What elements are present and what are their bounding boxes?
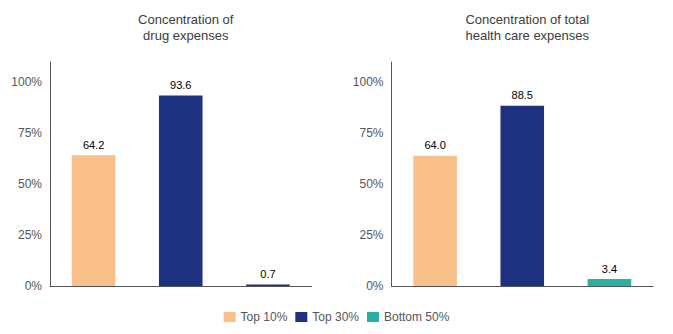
svg-text:25%: 25% xyxy=(18,228,42,242)
svg-text:50%: 50% xyxy=(359,177,383,191)
svg-text:0.7: 0.7 xyxy=(260,268,275,280)
svg-text:Top 30%: Top 30% xyxy=(312,310,359,324)
svg-text:64.2: 64.2 xyxy=(83,139,104,151)
svg-text:Concentration of: Concentration of xyxy=(138,12,234,27)
svg-text:88.5: 88.5 xyxy=(512,89,533,101)
svg-text:3.4: 3.4 xyxy=(602,263,617,275)
svg-text:Bottom 50%: Bottom 50% xyxy=(384,310,450,324)
svg-text:25%: 25% xyxy=(359,228,383,242)
svg-text:0%: 0% xyxy=(25,279,43,293)
svg-text:Top 10%: Top 10% xyxy=(241,310,288,324)
svg-text:50%: 50% xyxy=(18,177,42,191)
svg-text:100%: 100% xyxy=(353,75,384,89)
svg-text:100%: 100% xyxy=(11,75,42,89)
svg-text:75%: 75% xyxy=(18,126,42,140)
svg-text:0%: 0% xyxy=(366,279,384,293)
svg-text:93.6: 93.6 xyxy=(170,79,191,91)
svg-text:75%: 75% xyxy=(359,126,383,140)
svg-text:drug expenses: drug expenses xyxy=(143,28,229,43)
svg-text:64.0: 64.0 xyxy=(424,139,445,151)
svg-text:Concentration of total: Concentration of total xyxy=(465,12,589,27)
svg-text:health care expenses: health care expenses xyxy=(465,28,589,43)
